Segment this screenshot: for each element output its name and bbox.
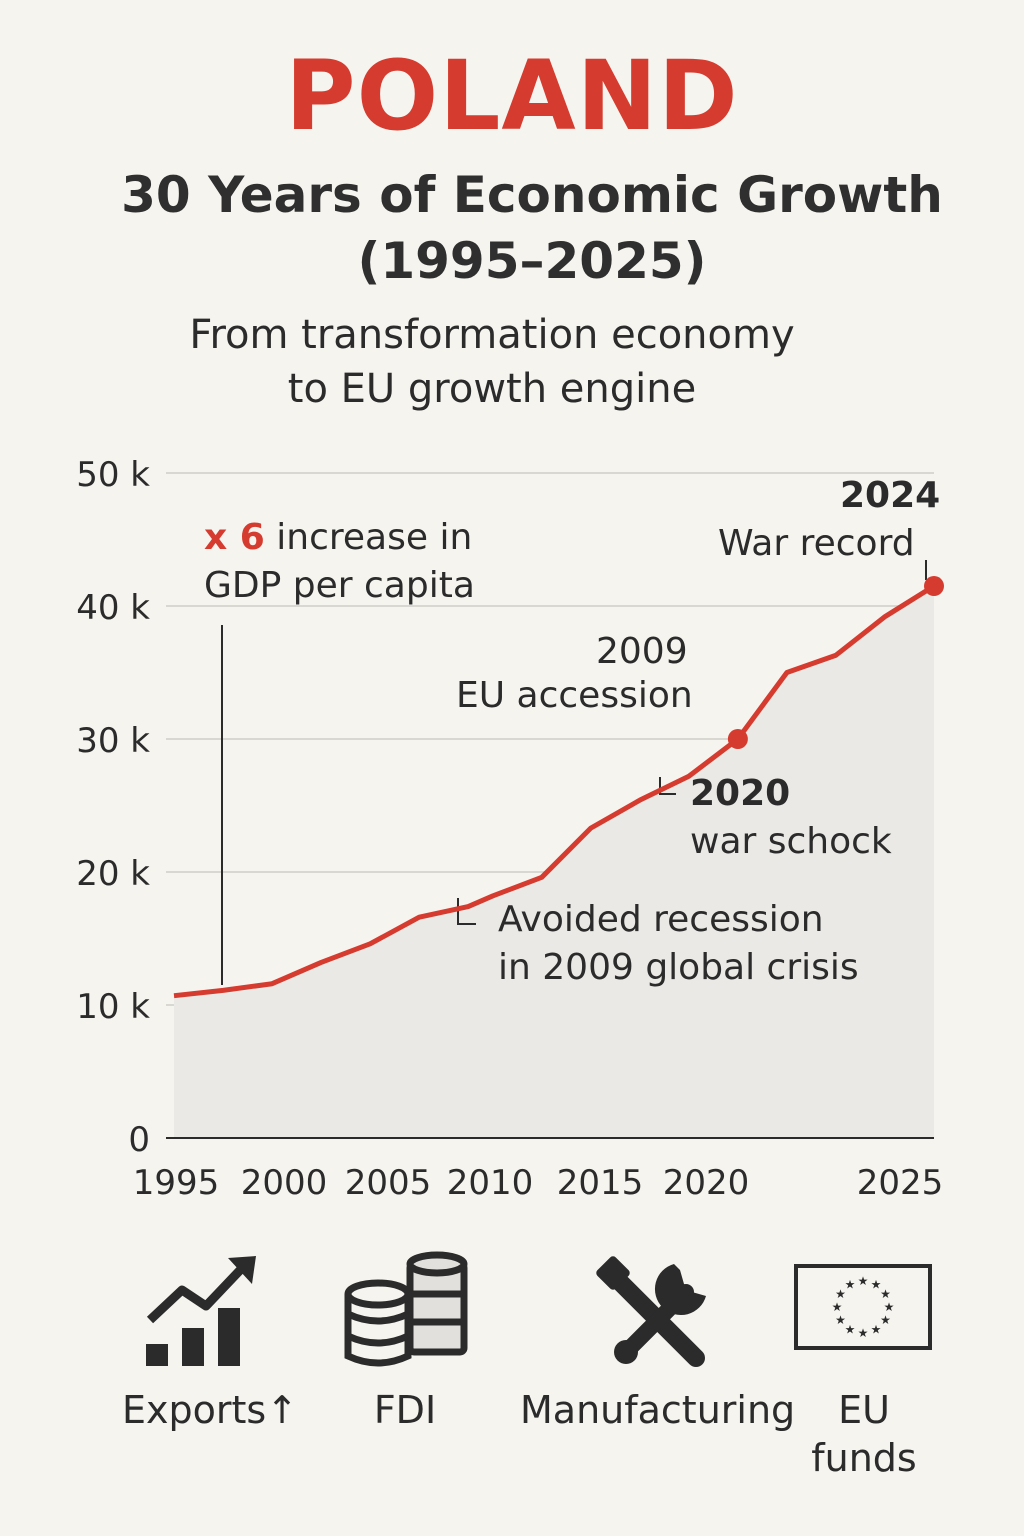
highlight-point xyxy=(727,729,748,749)
eu-year: 2009 xyxy=(596,631,688,672)
x-tick-label: 2015 xyxy=(557,1163,644,1203)
svg-text:★: ★ xyxy=(832,1300,843,1314)
manufacturing-label: Manufacturing xyxy=(520,1388,796,1432)
svg-text:★: ★ xyxy=(845,1323,856,1337)
svg-text:★: ★ xyxy=(858,1326,869,1340)
y-tick-label: 20 k xyxy=(76,854,150,894)
x-tick-label: 2025 xyxy=(857,1163,944,1203)
eu-text-annotation: EU accession xyxy=(456,672,693,720)
page-title: POLAND xyxy=(285,40,739,152)
subtitle-line-2: (1995–2025) xyxy=(357,232,707,290)
y-axis-ticks: 0 10 k 20 k 30 k 40 k 50 k xyxy=(76,455,150,1160)
gdp-series-line xyxy=(173,583,936,999)
x-axis-ticks: 1995 2000 2005 2010 2015 2020 2025 xyxy=(133,1163,944,1203)
svg-text:★: ★ xyxy=(884,1300,895,1314)
x-tick-label: 1995 xyxy=(133,1163,220,1203)
fdi-label: FDI xyxy=(373,1388,437,1432)
svg-text:★: ★ xyxy=(845,1277,856,1291)
svg-text:★: ★ xyxy=(880,1287,891,1301)
eu-text: EU accession xyxy=(456,675,693,716)
x-tick-label: 2005 xyxy=(345,1163,432,1203)
shock-year: 2020 xyxy=(690,773,791,814)
shock-annotation: 2020 war schock xyxy=(690,770,892,866)
x-tick-label: 2000 xyxy=(241,1163,328,1203)
y-tick-label: 50 k xyxy=(76,455,150,495)
y-tick-label: 40 k xyxy=(76,588,150,628)
svg-text:★: ★ xyxy=(835,1313,846,1327)
area-fill xyxy=(174,586,934,1138)
tagline: From transformation economy to EU growth… xyxy=(80,308,904,416)
crisis-line-1: Avoided recession xyxy=(498,899,824,940)
crisis-annotation: Avoided recession in 2009 global crisis xyxy=(498,896,859,992)
svg-text:★: ★ xyxy=(858,1274,869,1288)
growth-text-line-1: increase in xyxy=(276,517,473,558)
eu-funds-line-1: EU xyxy=(838,1388,890,1432)
eu-funds-line-2: funds xyxy=(811,1436,917,1480)
svg-text:★: ★ xyxy=(871,1323,882,1337)
y-tick-label: 0 xyxy=(128,1120,150,1160)
y-tick-label: 30 k xyxy=(76,721,150,761)
shock-connector xyxy=(659,777,676,795)
growth-multiplier: x 6 xyxy=(204,517,265,558)
svg-text:★: ★ xyxy=(880,1313,891,1327)
tagline-line-2: to EU growth engine xyxy=(287,366,697,412)
coins-stack-icon xyxy=(342,1250,472,1374)
subtitle: 30 Years of Economic Growth (1995–2025) xyxy=(100,162,964,294)
eu-funds-label: EU funds xyxy=(794,1386,934,1482)
y-tick-label: 10 k xyxy=(76,987,150,1027)
shock-text: war schock xyxy=(690,821,892,862)
growth-annotation: x 6 increase in GDP per capita xyxy=(204,514,475,610)
growth-text-line-2: GDP per capita xyxy=(204,565,475,606)
record-text-annotation: War record xyxy=(718,520,915,568)
exports-label: Exports↑ xyxy=(121,1388,299,1432)
x-tick-label: 2010 xyxy=(447,1163,534,1203)
highlight-point xyxy=(924,576,944,597)
record-year: 2024 xyxy=(840,475,941,516)
record-annotation: 2024 xyxy=(840,472,940,520)
subtitle-line-1: 30 Years of Economic Growth xyxy=(121,166,943,224)
svg-text:★: ★ xyxy=(835,1287,846,1301)
record-text: War record xyxy=(718,523,915,564)
x-tick-label: 2020 xyxy=(663,1163,750,1203)
bar-chart-up-icon xyxy=(140,1252,260,1376)
wrench-screwdriver-icon xyxy=(596,1254,716,1378)
eu-year-annotation: 2009 xyxy=(596,628,688,676)
svg-text:★: ★ xyxy=(871,1277,882,1291)
crisis-line-2: in 2009 global crisis xyxy=(498,947,859,988)
eu-flag-icon: ★ ★ ★ ★ ★ ★ ★ ★ ★ ★ ★ ★ xyxy=(794,1264,932,1356)
tagline-line-1: From transformation economy xyxy=(189,312,795,358)
highlight-points xyxy=(727,576,944,749)
